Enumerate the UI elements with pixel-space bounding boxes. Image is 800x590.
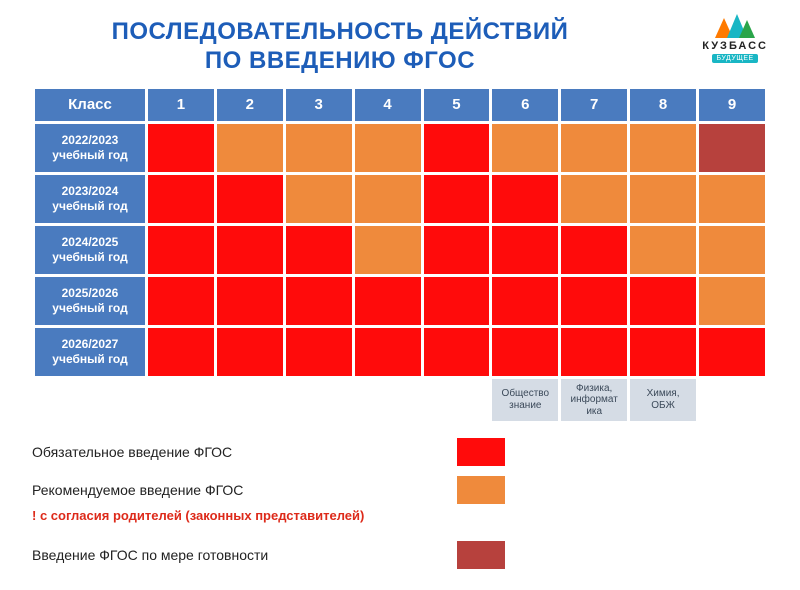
table-cell-mandatory	[492, 175, 558, 223]
table-header-grade: 2	[217, 89, 283, 121]
table-cell-mandatory	[424, 328, 490, 376]
fgos-schedule-table: Класс123456789 2022/2023учебный год2023/…	[32, 86, 768, 425]
table-header-grade: 1	[148, 89, 214, 121]
table-cell-recommended	[699, 226, 765, 274]
table-cell-mandatory	[424, 277, 490, 325]
table-cell-mandatory	[424, 226, 490, 274]
table-cell-readiness	[699, 124, 765, 172]
table-cell-mandatory	[424, 175, 490, 223]
table-row-label: 2026/2027учебный год	[35, 328, 145, 376]
brand-logo: КУЗБАСС БУДУЩЕЕ	[702, 14, 768, 63]
table-cell-mandatory	[561, 328, 627, 376]
legend-recommended-label: Рекомендуемое введение ФГОС	[32, 482, 457, 498]
table-cell-mandatory	[492, 277, 558, 325]
table-cell-recommended	[630, 175, 696, 223]
table-subnote: Обществознание	[492, 379, 558, 422]
table-cell-recommended	[217, 124, 283, 172]
table-cell-mandatory	[286, 226, 352, 274]
table-cell-mandatory	[561, 277, 627, 325]
logo-tag-text: БУДУЩЕЕ	[712, 54, 757, 63]
table-cell-mandatory	[148, 124, 214, 172]
table-cell-mandatory	[148, 226, 214, 274]
table-row-label: 2022/2023учебный год	[35, 124, 145, 172]
table-cell-mandatory	[355, 328, 421, 376]
table-row-label: 2023/2024учебный год	[35, 175, 145, 223]
table-cell-mandatory	[286, 277, 352, 325]
table-cell-mandatory	[492, 328, 558, 376]
table-cell-mandatory	[148, 328, 214, 376]
legend-readiness-swatch	[457, 541, 505, 569]
table-cell-mandatory	[424, 124, 490, 172]
table-cell-recommended	[699, 277, 765, 325]
table-cell-mandatory	[148, 175, 214, 223]
table-row-label: 2025/2026учебный год	[35, 277, 145, 325]
table-header-grade: 4	[355, 89, 421, 121]
table-cell-recommended	[630, 226, 696, 274]
legend-recommended-swatch	[457, 476, 505, 504]
page-title: ПОСЛЕДОВАТЕЛЬНОСТЬ ДЕЙСТВИЙ ПО ВВЕДЕНИЮ …	[32, 18, 768, 76]
table-cell-recommended	[630, 124, 696, 172]
table-cell-mandatory	[561, 226, 627, 274]
table-header-grade: 8	[630, 89, 696, 121]
table-cell-mandatory	[217, 277, 283, 325]
table-header-grade: 6	[492, 89, 558, 121]
table-cell-mandatory	[699, 328, 765, 376]
legend-parent-consent: ! с согласия родителей (законных предста…	[32, 508, 457, 523]
table-cell-mandatory	[286, 328, 352, 376]
table-cell-recommended	[286, 175, 352, 223]
title-line-1: ПОСЛЕДОВАТЕЛЬНОСТЬ ДЕЙСТВИЙ	[32, 18, 648, 47]
table-cell-recommended	[355, 226, 421, 274]
table-subnote: Физика,информатика	[561, 379, 627, 422]
table-cell-recommended	[355, 175, 421, 223]
table-cell-mandatory	[355, 277, 421, 325]
table-subnote: Химия,ОБЖ	[630, 379, 696, 422]
table-header-grade: 7	[561, 89, 627, 121]
table-cell-mandatory	[630, 328, 696, 376]
table-cell-recommended	[286, 124, 352, 172]
table-cell-recommended	[492, 124, 558, 172]
table-cell-mandatory	[630, 277, 696, 325]
table-cell-mandatory	[217, 175, 283, 223]
legend-mandatory-label: Обязательное введение ФГОС	[32, 444, 457, 460]
table-cell-recommended	[561, 124, 627, 172]
legend-readiness-label: Введение ФГОС по мере готовности	[32, 547, 457, 563]
logo-brand-text: КУЗБАСС	[702, 40, 768, 52]
table-header-class: Класс	[35, 89, 145, 121]
table-row-label: 2024/2025учебный год	[35, 226, 145, 274]
table-cell-recommended	[355, 124, 421, 172]
table-header-grade: 5	[424, 89, 490, 121]
table-cell-mandatory	[217, 226, 283, 274]
table-cell-recommended	[699, 175, 765, 223]
table-cell-mandatory	[492, 226, 558, 274]
legend: Обязательное введение ФГОС Рекомендуемое…	[32, 438, 768, 569]
table-header-grade: 9	[699, 89, 765, 121]
table-cell-mandatory	[148, 277, 214, 325]
title-line-2: ПО ВВЕДЕНИЮ ФГОС	[32, 47, 648, 76]
table-header-grade: 3	[286, 89, 352, 121]
table-cell-mandatory	[217, 328, 283, 376]
legend-mandatory-swatch	[457, 438, 505, 466]
table-cell-recommended	[561, 175, 627, 223]
